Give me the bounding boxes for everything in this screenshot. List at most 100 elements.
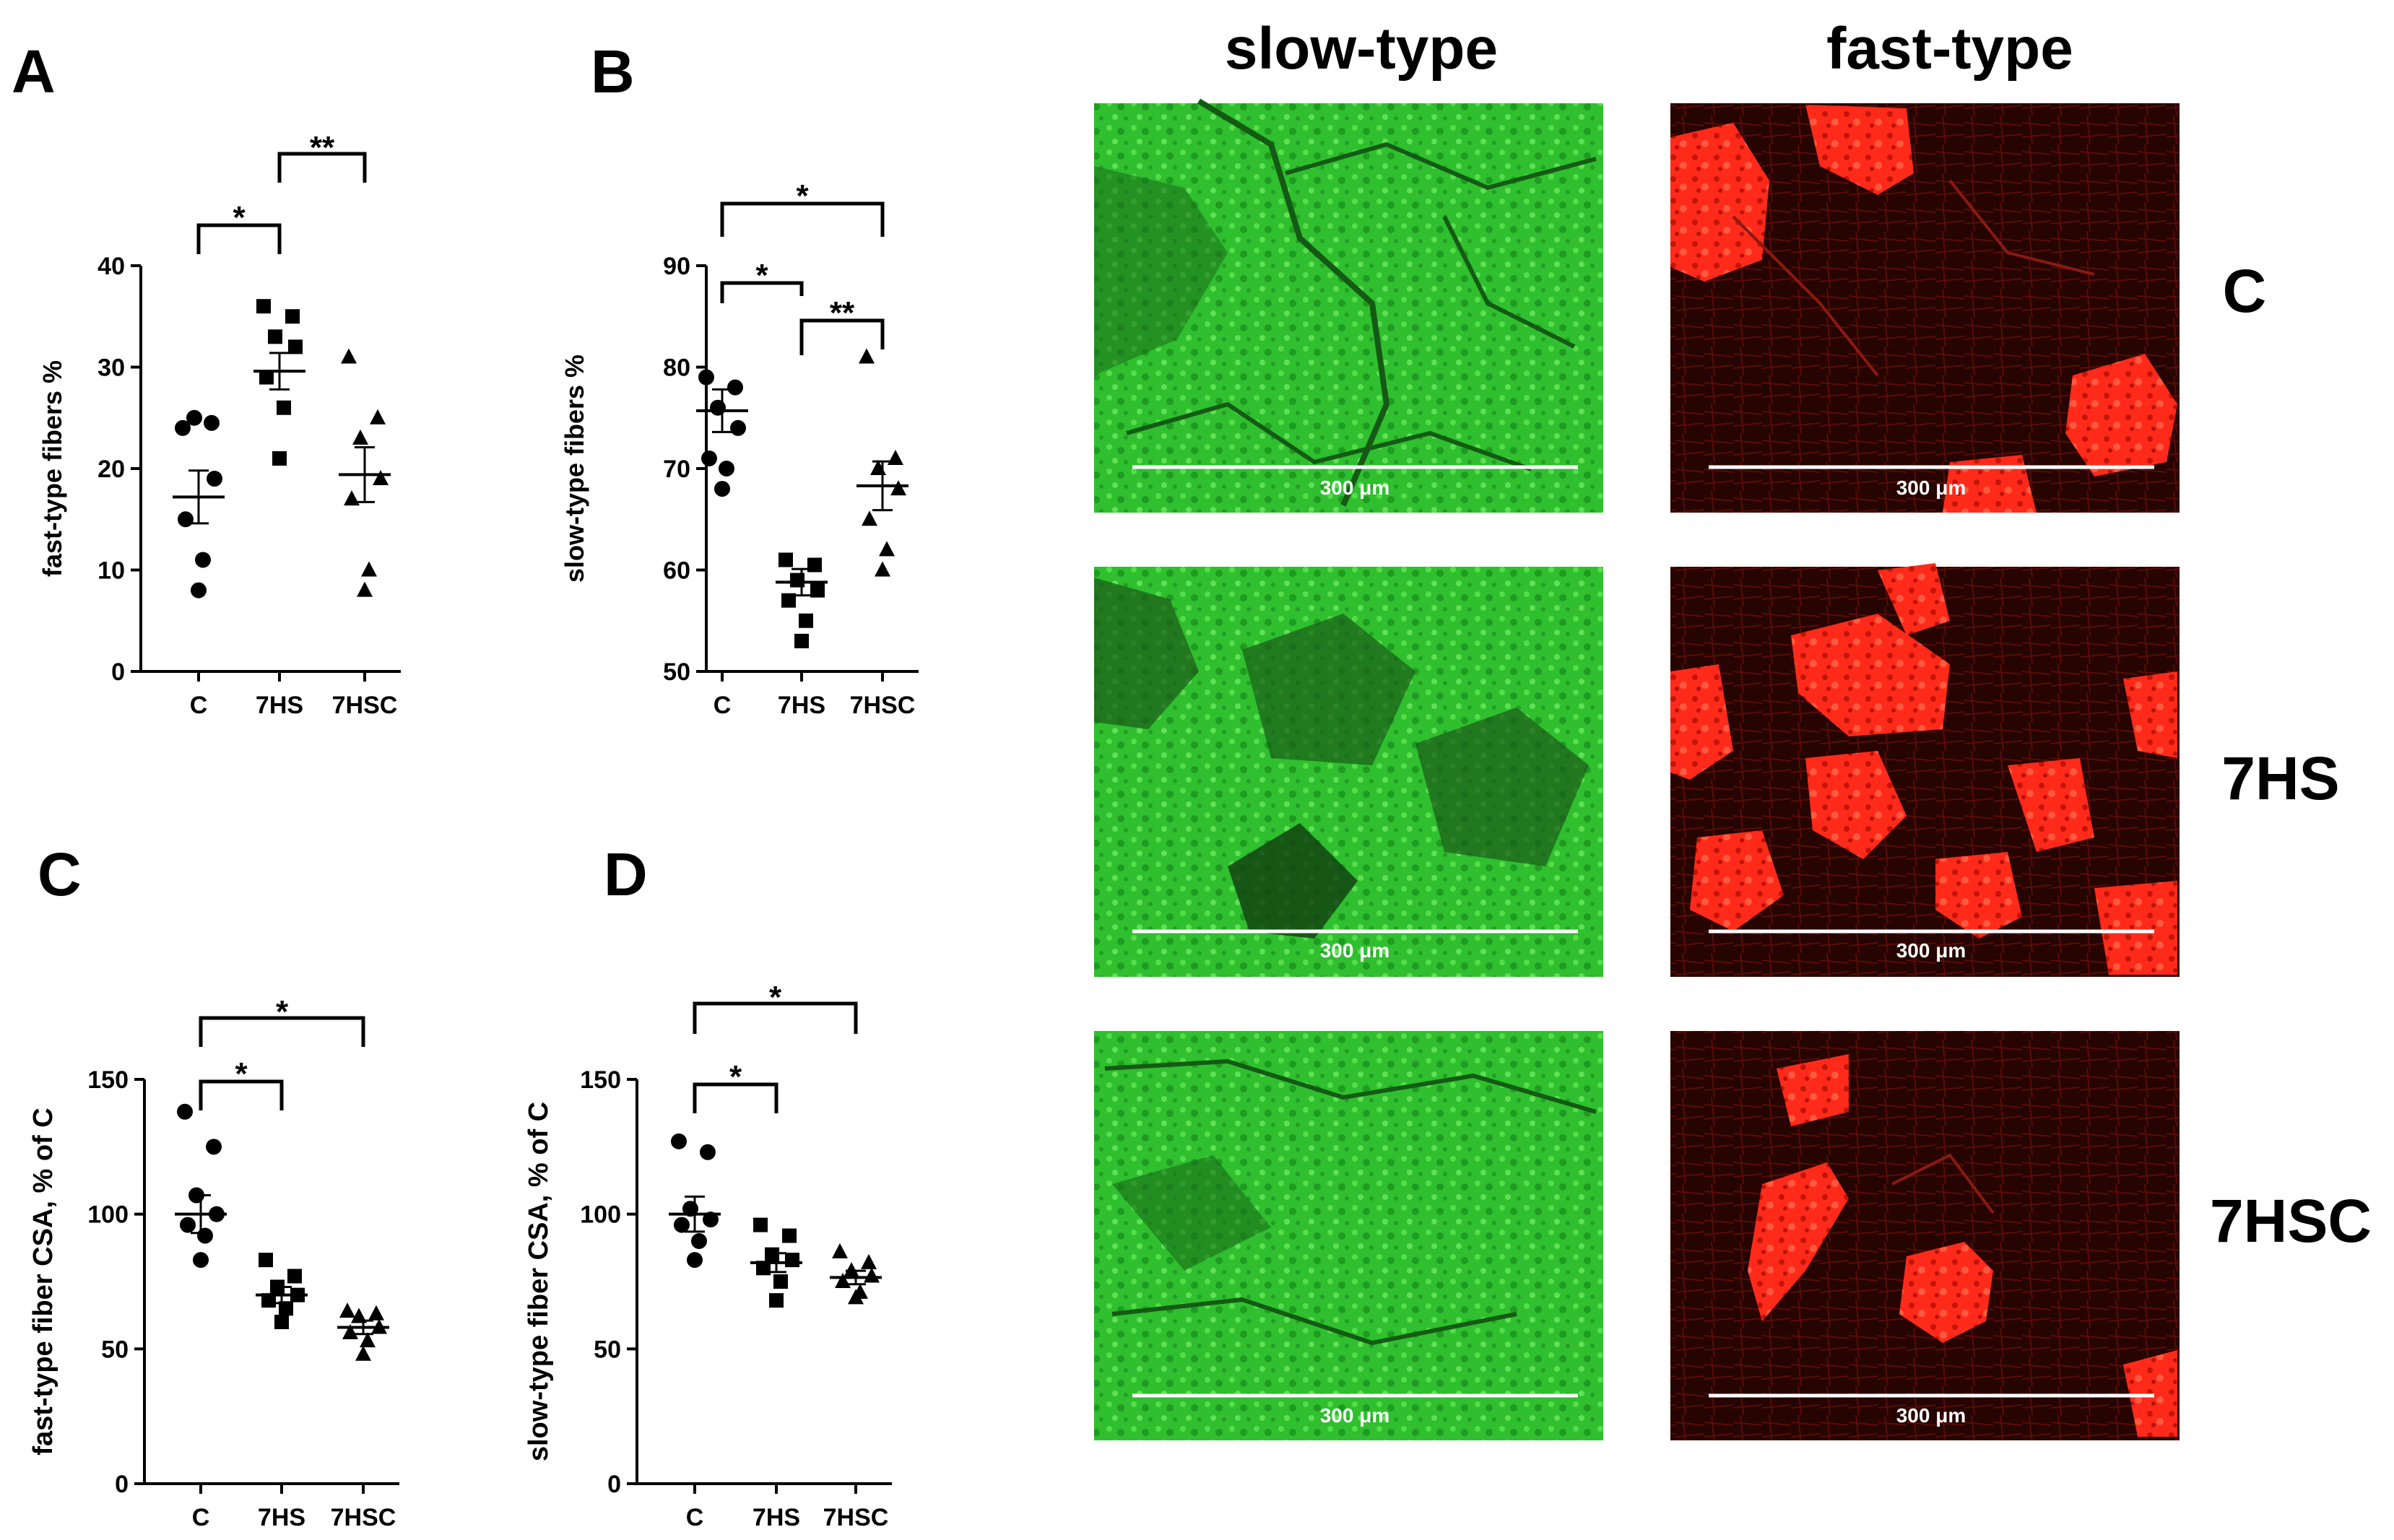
- y-tick-label: 30: [97, 354, 125, 382]
- significance-bracket: [720, 281, 804, 303]
- micrograph-slow-7hsc: 300 μm: [1094, 1031, 1603, 1440]
- significance-bracket: [693, 1082, 779, 1113]
- y-axis-label: fast-type fibers %: [38, 360, 67, 577]
- data-point: [256, 299, 271, 314]
- significance-label: **: [830, 295, 855, 331]
- data-point: [753, 1217, 768, 1232]
- data-point: [691, 1233, 707, 1249]
- significance-bracket: [196, 223, 282, 254]
- data-point: [687, 1252, 703, 1269]
- data-point: [360, 1332, 376, 1348]
- data-point: [277, 400, 291, 415]
- data-point: [719, 461, 734, 477]
- y-tick-label: 90: [663, 253, 690, 280]
- x-tick-label: C: [190, 692, 208, 719]
- chart-panel-d: 0 50 100 150 C 7HS 7HSC slow-type fiber CSA, % …: [524, 980, 892, 1531]
- data-point: [700, 1144, 716, 1160]
- x-tick-label: C: [192, 1504, 210, 1531]
- data-point: [259, 1253, 273, 1268]
- significance-label: *: [755, 258, 768, 293]
- data-point: [782, 1228, 797, 1243]
- scale-bar-label: 300 μm: [1896, 477, 1966, 499]
- row-label-c: C: [2223, 257, 2267, 325]
- data-point: [832, 1243, 848, 1258]
- data-point: [848, 1289, 864, 1305]
- x-tick-label: 7HSC: [331, 1504, 396, 1531]
- panel-label-a: A: [12, 38, 56, 105]
- significance-bracket: [199, 1016, 365, 1047]
- data-point: [890, 480, 906, 496]
- data-point: [339, 1302, 355, 1318]
- x-tick-label: 7HS: [778, 692, 825, 719]
- data-point: [361, 561, 377, 577]
- data-point: [207, 471, 222, 487]
- data-point: [730, 419, 746, 436]
- significance-label: *: [276, 994, 289, 1030]
- micrograph-slow-7hs: 300 μm: [1094, 567, 1603, 977]
- data-point: [810, 583, 825, 598]
- scale-bar-label: 300 μm: [1896, 939, 1966, 962]
- data-point: [274, 1315, 289, 1329]
- data-point: [351, 1308, 367, 1323]
- data-point: [779, 552, 793, 567]
- x-tick-label: 7HS: [256, 692, 303, 719]
- data-point: [710, 399, 726, 416]
- significance-label: *: [796, 178, 809, 214]
- data-point: [701, 450, 717, 466]
- scale-bar-label: 300 μm: [1320, 477, 1390, 499]
- data-point: [888, 449, 903, 465]
- y-tick-label: 80: [663, 354, 690, 382]
- scale-bar-label: 300 μm: [1320, 939, 1390, 962]
- data-point: [285, 309, 300, 324]
- data-point: [671, 1133, 687, 1149]
- data-point: [714, 481, 730, 497]
- significance-label: *: [729, 1059, 742, 1095]
- y-tick-label: 0: [111, 658, 125, 686]
- x-tick-label: 7HS: [258, 1504, 305, 1531]
- x-tick-label: 7HSC: [850, 692, 916, 719]
- y-tick-label: 10: [97, 557, 125, 585]
- column-header-slow: slow-type: [1225, 16, 1498, 82]
- data-point: [272, 451, 287, 466]
- column-header-fast: fast-type: [1826, 16, 2073, 82]
- data-point: [859, 348, 875, 364]
- significance-bracket: [799, 318, 885, 355]
- panel-label-d: D: [604, 840, 648, 908]
- x-tick-label: 7HSC: [332, 692, 398, 719]
- data-point: [879, 541, 895, 557]
- significance-bracket: [199, 1079, 284, 1110]
- y-axis-label: slow-type fiber CSA, % of C: [524, 1102, 554, 1461]
- scale-bar-label: 300 μm: [1896, 1404, 1966, 1427]
- data-point: [259, 370, 274, 385]
- data-point: [268, 329, 282, 344]
- data-point: [344, 490, 360, 506]
- data-point: [727, 379, 743, 396]
- significance-bracket: [720, 201, 885, 237]
- data-point: [177, 1103, 193, 1120]
- y-tick-label: 0: [607, 1471, 621, 1498]
- y-tick-label: 0: [115, 1471, 129, 1498]
- y-tick-label: 70: [663, 456, 690, 483]
- micrograph-slow-c: 300 μm: [1094, 98, 1603, 513]
- y-tick-label: 20: [97, 456, 125, 483]
- data-point: [674, 1217, 690, 1233]
- data-point: [357, 581, 373, 597]
- y-tick-label: 50: [663, 658, 690, 686]
- x-tick-label: 7HSC: [823, 1504, 889, 1531]
- significance-label: *: [769, 980, 782, 1015]
- data-point: [799, 613, 813, 628]
- x-tick-label: C: [714, 692, 732, 719]
- data-point: [785, 1253, 799, 1268]
- y-tick-label: 150: [580, 1066, 621, 1094]
- significance-label: *: [235, 1056, 248, 1092]
- data-point: [781, 593, 796, 608]
- y-axis-label: fast-type fiber CSA, % of C: [28, 1108, 58, 1455]
- data-point: [279, 1301, 293, 1316]
- row-label-7hsc: 7HSC: [2210, 1187, 2372, 1255]
- data-point: [341, 348, 357, 364]
- y-tick-label: 40: [97, 253, 125, 280]
- data-point: [698, 369, 714, 386]
- data-point: [342, 1323, 358, 1339]
